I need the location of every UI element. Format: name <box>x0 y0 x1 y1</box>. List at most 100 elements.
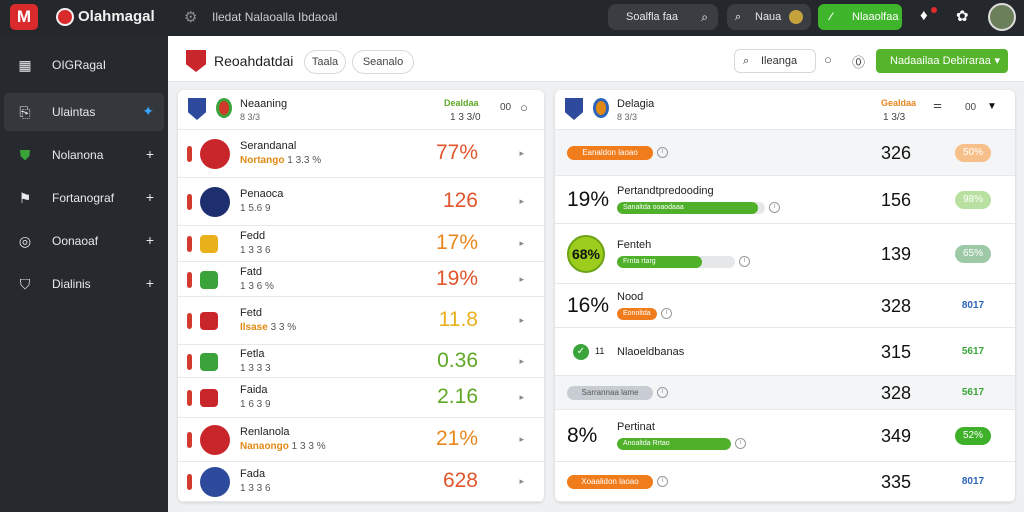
team-name: Fetd <box>240 307 263 319</box>
team-subtext: Nortango 1 3.3 % <box>240 155 321 166</box>
coin-icon <box>789 10 803 24</box>
stat-row[interactable]: Sarrannaa lame i 328 5617 <box>555 376 1015 410</box>
panel-subtitle: 8 3/3 <box>240 112 261 122</box>
stat-row[interactable]: 16% Nood Eonoltda i 328 8017 <box>555 284 1015 328</box>
chevron-right-icon[interactable]: ▸ <box>519 148 524 158</box>
table-row[interactable]: Faida 1 6 3 9 2.16 ▸ <box>178 378 544 418</box>
club-crest-icon <box>200 235 218 253</box>
table-row[interactable]: Fetla 1 3 3 3 0.36 ▸ <box>178 345 544 378</box>
stat-label: Pertinat <box>617 421 655 433</box>
table-row[interactable]: Serandanal Nortango 1 3.3 % 77% ▸ <box>178 130 544 178</box>
table-row[interactable]: Fedd 1 3 3 6 17% ▸ <box>178 226 544 262</box>
plus-icon[interactable]: + <box>145 275 154 291</box>
plus-icon[interactable]: + <box>145 146 154 162</box>
stat-row[interactable]: Xoaalidon laoao i 335 8017 <box>555 462 1015 502</box>
chevron-right-icon[interactable]: ▸ <box>519 434 524 444</box>
progress-bar: Frnta rtarg <box>617 256 735 268</box>
status-badge: 98% <box>955 191 991 209</box>
chevron-right-icon[interactable]: ▸ <box>519 238 524 248</box>
top-breadcrumb[interactable]: Iledat Nalaoalla Ibdaoal <box>212 10 338 24</box>
team-stat: 1 3 3 6 <box>240 245 271 256</box>
info-icon[interactable]: i <box>657 147 668 158</box>
team-name: Faida <box>240 384 268 396</box>
paw-icon[interactable]: ✿ <box>956 8 969 25</box>
notification-icon[interactable]: ♦ <box>920 7 928 24</box>
settings-icon[interactable]: ⚙ <box>184 9 198 26</box>
column-header: Dealdaa <box>444 98 479 108</box>
sidebar-item-teams[interactable]: ⛊ Nolanona + <box>4 136 164 174</box>
progress-fill: Sanaltda ooaodaaa <box>617 202 758 214</box>
column-count: 00 <box>500 102 512 113</box>
table-row[interactable]: Fatd 1 3 6 % 19% ▸ <box>178 262 544 297</box>
primary-action-dropdown[interactable]: Nadaailaa Debiraraa ▾ <box>876 49 1008 73</box>
rank-marker <box>187 353 192 370</box>
table-row[interactable]: Penaoca 1 5.6 9 126 ▸ <box>178 178 544 226</box>
column-sub: 1 3 3/0 <box>450 112 481 123</box>
shield-icon: ⛊ <box>19 147 31 163</box>
top-action-button[interactable]: ⁄ Nlaaolfaa <box>818 4 902 30</box>
top-search-button[interactable]: Soalfla faa ⌕ <box>608 4 718 30</box>
sidebar-item-details[interactable]: ⛉ Dialinis + <box>4 265 164 303</box>
app-logo[interactable]: M <box>10 4 38 30</box>
status-pill[interactable]: Sarrannaa lame <box>567 386 653 400</box>
stat-row[interactable]: 68% Fenteh Frnta rtarg i 139 65% <box>555 224 1015 284</box>
team-tag: Nortango <box>240 155 285 166</box>
top-action-label: Nlaaolfaa <box>852 11 899 23</box>
plus-icon[interactable]: + <box>145 232 154 248</box>
table-row[interactable]: Fada 1 3 3 6 628 ▸ <box>178 462 544 502</box>
chevron-right-icon[interactable]: ▸ <box>519 476 524 486</box>
info-icon[interactable]: i <box>769 202 780 213</box>
plus-icon[interactable]: ✦ <box>142 103 154 119</box>
table-row[interactable]: Fetd Ilsase 3 3 % 11.8 ▸ <box>178 297 544 345</box>
refresh-icon[interactable]: ○ <box>824 52 832 67</box>
info-icon[interactable]: i <box>739 256 750 267</box>
stat-row[interactable]: Eanaldon laoao i 326 50% <box>555 130 1015 176</box>
info-icon[interactable]: ⓪ <box>852 55 866 70</box>
status-pill[interactable]: Eanaldon laoao <box>567 146 653 160</box>
info-icon[interactable]: i <box>657 476 668 487</box>
rank-marker <box>187 236 192 252</box>
user-menu-button[interactable]: ⌕ Naua <box>727 4 811 30</box>
avatar[interactable] <box>988 3 1016 31</box>
chevron-right-icon[interactable]: ▸ <box>519 196 524 206</box>
stat-row[interactable]: 19% Pertandtpredooding Sanaltda ooaodaaa i 1… <box>555 176 1015 224</box>
team-subtext: Ilsase 3 3 % <box>240 322 296 333</box>
club-crest-icon <box>200 389 218 407</box>
stat-number: 326 <box>881 143 912 163</box>
row-value: 21% <box>435 427 478 450</box>
progress-fill: Frnta rtarg <box>617 256 702 268</box>
sidebar-item-matches[interactable]: ◎ Oonaoaf + <box>4 222 164 260</box>
stat-row[interactable]: ✓ 11 Nlaoeldbanas 315 5617 <box>555 328 1015 376</box>
team-name: Renlanola <box>240 426 290 438</box>
refresh-icon[interactable]: ○ <box>520 100 528 115</box>
plus-icon[interactable]: + <box>145 189 154 205</box>
stat-row[interactable]: 8% Pertinat Anoaltda Rrtao i 349 52% <box>555 410 1015 462</box>
info-icon[interactable]: i <box>661 308 672 319</box>
table-row[interactable]: Renlanola Nanaongo 1 3 3 % 21% ▸ <box>178 418 544 462</box>
team-stat: 1 6 3 9 <box>240 399 271 410</box>
team-stat: 1 3 6 % <box>240 280 274 292</box>
progress-fill: Eonoltda <box>617 308 657 320</box>
chevron-right-icon[interactable]: ▸ <box>519 355 524 366</box>
team-name: Penaoca <box>240 188 284 200</box>
chevron-right-icon[interactable]: ▸ <box>519 315 524 325</box>
stat-label: Nood <box>617 291 644 303</box>
search-icon: ⌕ <box>701 10 708 24</box>
info-icon[interactable]: i <box>735 438 746 449</box>
filter-icon[interactable]: ⚌ <box>933 100 942 111</box>
info-icon[interactable]: i <box>657 387 668 398</box>
stat-number: 328 <box>881 296 912 316</box>
chevron-right-icon[interactable]: ▸ <box>519 273 524 284</box>
chevron-down-icon[interactable]: ▼ <box>987 101 997 112</box>
sidebar-item-dashboard[interactable]: ▦ OIGRagaI <box>4 46 164 84</box>
status-pill[interactable]: Xoaalidon laoao <box>567 475 653 489</box>
panel-header: Delagia 8 3/3 Gealdaa 1 3/3 ⚌ 00 ▼ <box>555 90 1015 130</box>
header-search-input[interactable]: ⌕ Ileanga <box>734 49 816 73</box>
tab-filter-1[interactable]: Taala <box>304 50 346 74</box>
tab-filter-2[interactable]: Seanalo <box>352 50 414 74</box>
status-badge: 8017 <box>961 300 985 311</box>
team-subtext: 1 6 3 9 <box>240 399 271 410</box>
sidebar-item-fixtures[interactable]: ⚑ Fortanograf + <box>4 179 164 217</box>
sidebar-item-active[interactable]: ⎘ Ulaintas ✦ <box>4 93 164 131</box>
chevron-right-icon[interactable]: ▸ <box>519 392 524 402</box>
